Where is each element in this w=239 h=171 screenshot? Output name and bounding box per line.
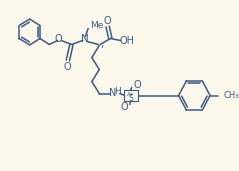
Text: N: N bbox=[81, 35, 88, 44]
Text: H: H bbox=[114, 87, 121, 96]
Text: O: O bbox=[120, 102, 128, 113]
Text: O: O bbox=[64, 62, 72, 71]
Text: O: O bbox=[133, 80, 141, 89]
Text: Me: Me bbox=[90, 21, 103, 30]
Text: O: O bbox=[55, 35, 62, 44]
Text: ,: , bbox=[100, 38, 104, 49]
FancyBboxPatch shape bbox=[124, 90, 138, 101]
Text: N: N bbox=[109, 88, 117, 97]
Text: OH: OH bbox=[120, 36, 135, 45]
Text: O: O bbox=[104, 16, 111, 27]
Text: CH₃: CH₃ bbox=[224, 91, 239, 100]
Text: Ar: Ar bbox=[127, 91, 134, 96]
Text: S: S bbox=[128, 94, 133, 103]
